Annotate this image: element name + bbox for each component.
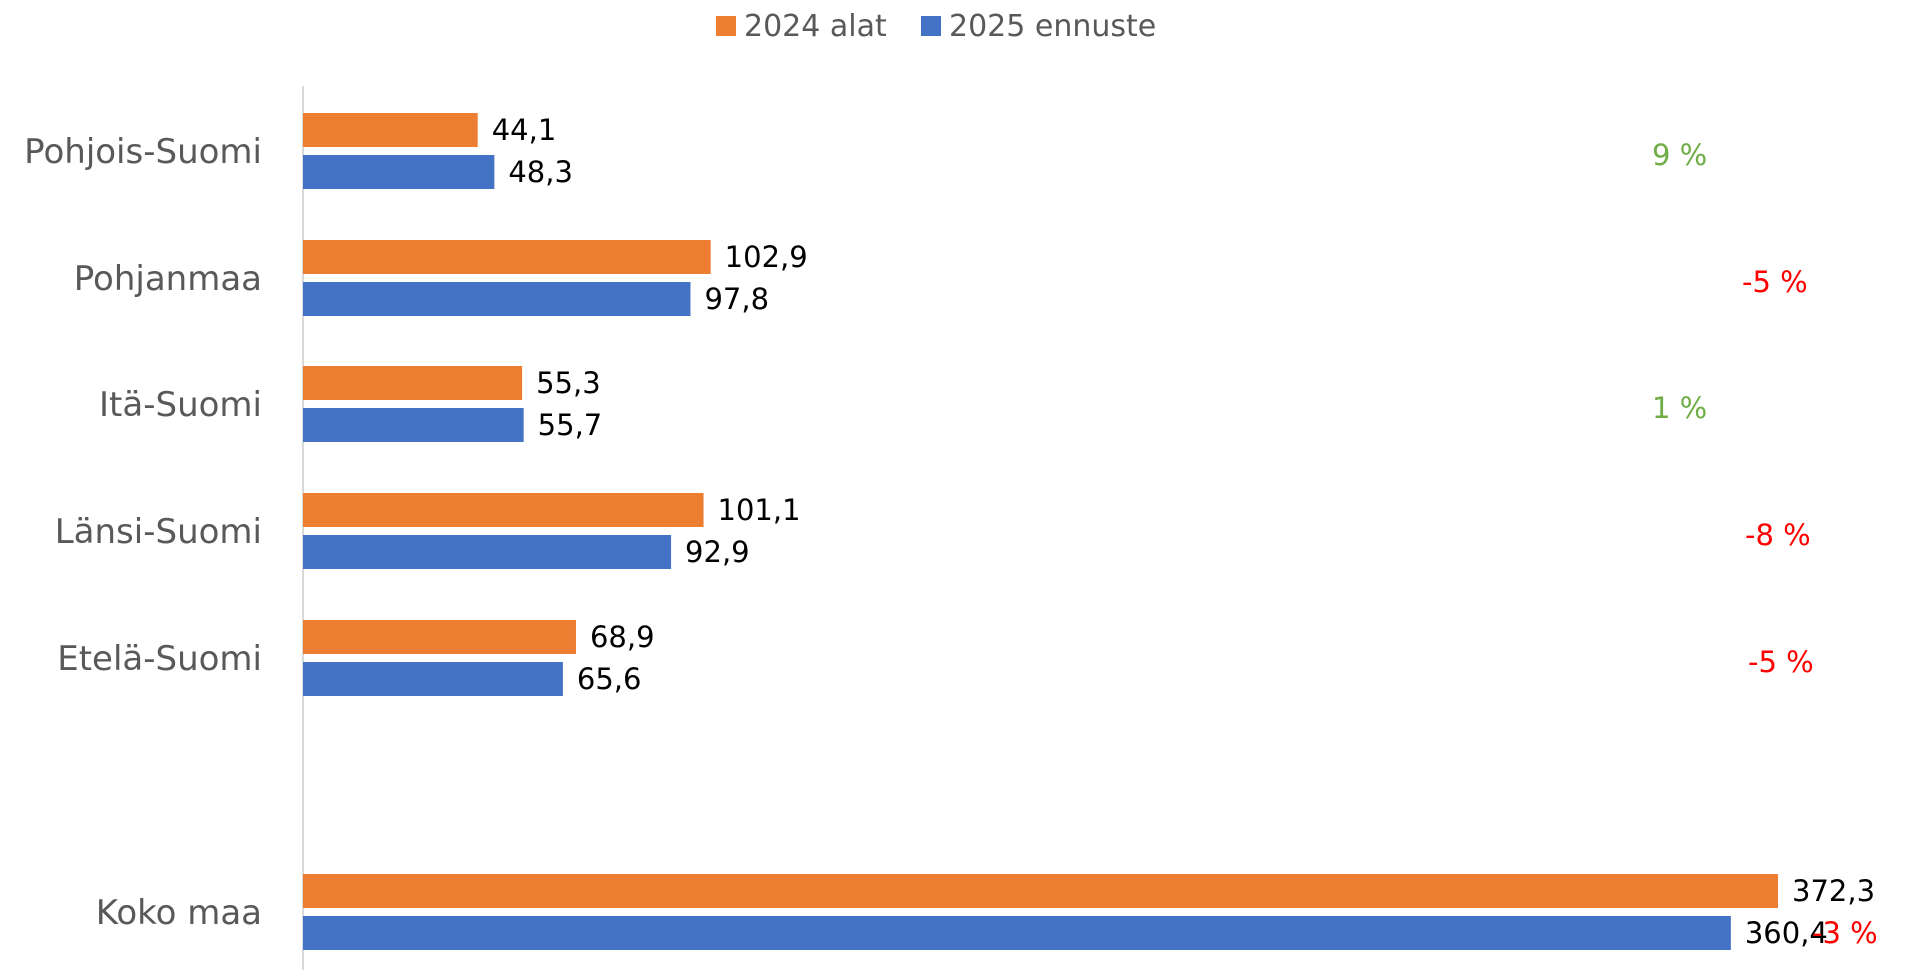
data-label: 68,9 xyxy=(590,620,655,654)
change-label: 1 % xyxy=(1652,391,1707,425)
category-label: Etelä-Suomi xyxy=(57,639,262,679)
change-label: -5 % xyxy=(1742,265,1808,299)
data-label: 92,9 xyxy=(685,535,750,569)
data-label: 97,8 xyxy=(704,282,769,316)
bars-layer xyxy=(303,113,1778,950)
bar-2025 xyxy=(303,916,1731,950)
category-label: Itä-Suomi xyxy=(99,385,262,425)
data-label: 55,7 xyxy=(538,408,603,442)
change-label: -5 % xyxy=(1748,645,1814,679)
bar-2024 xyxy=(303,366,523,400)
bar-2024 xyxy=(303,874,1778,908)
category-label: Länsi-Suomi xyxy=(55,512,262,552)
bar-2024 xyxy=(303,620,576,654)
bar-2025 xyxy=(303,535,672,569)
data-label: 55,3 xyxy=(536,366,601,400)
category-label: Pohjanmaa xyxy=(74,259,262,299)
value-labels: 44,1 48,3 102,9 97,8 55,3 55,7 101,1 92,9 68,9 65… xyxy=(492,113,1875,950)
data-label: 360,4 xyxy=(1745,916,1828,950)
data-label: 372,3 xyxy=(1792,874,1875,908)
bar-2025 xyxy=(303,282,691,316)
legend-swatch xyxy=(921,16,941,36)
category-label: Pohjois-Suomi xyxy=(24,132,262,172)
change-label: -3 % xyxy=(1812,916,1878,950)
data-label: 48,3 xyxy=(508,155,573,189)
data-label: 102,9 xyxy=(725,240,808,274)
data-label: 101,1 xyxy=(718,493,801,527)
legend: 2024 alat 2025 ennuste xyxy=(716,9,1156,44)
bar-2025 xyxy=(303,408,524,442)
bar-2025 xyxy=(303,662,563,696)
bar-2024 xyxy=(303,113,478,147)
change-label: 9 % xyxy=(1652,138,1707,172)
bar-2025 xyxy=(303,155,495,189)
category-label: Koko maa xyxy=(96,893,262,933)
bar-2024 xyxy=(303,493,704,527)
bar-2024 xyxy=(303,240,711,274)
legend-label: 2024 alat xyxy=(744,9,887,44)
change-labels: 9 % -5 % 1 % -8 % -5 % -3 % xyxy=(1652,138,1878,950)
legend-swatch xyxy=(716,16,736,36)
data-label: 65,6 xyxy=(577,662,642,696)
change-label: -8 % xyxy=(1745,518,1811,552)
data-label: 44,1 xyxy=(492,113,557,147)
legend-label: 2025 ennuste xyxy=(949,9,1156,44)
category-labels: Pohjois-Suomi Pohjanmaa Itä-Suomi Länsi-Suo… xyxy=(24,132,262,933)
